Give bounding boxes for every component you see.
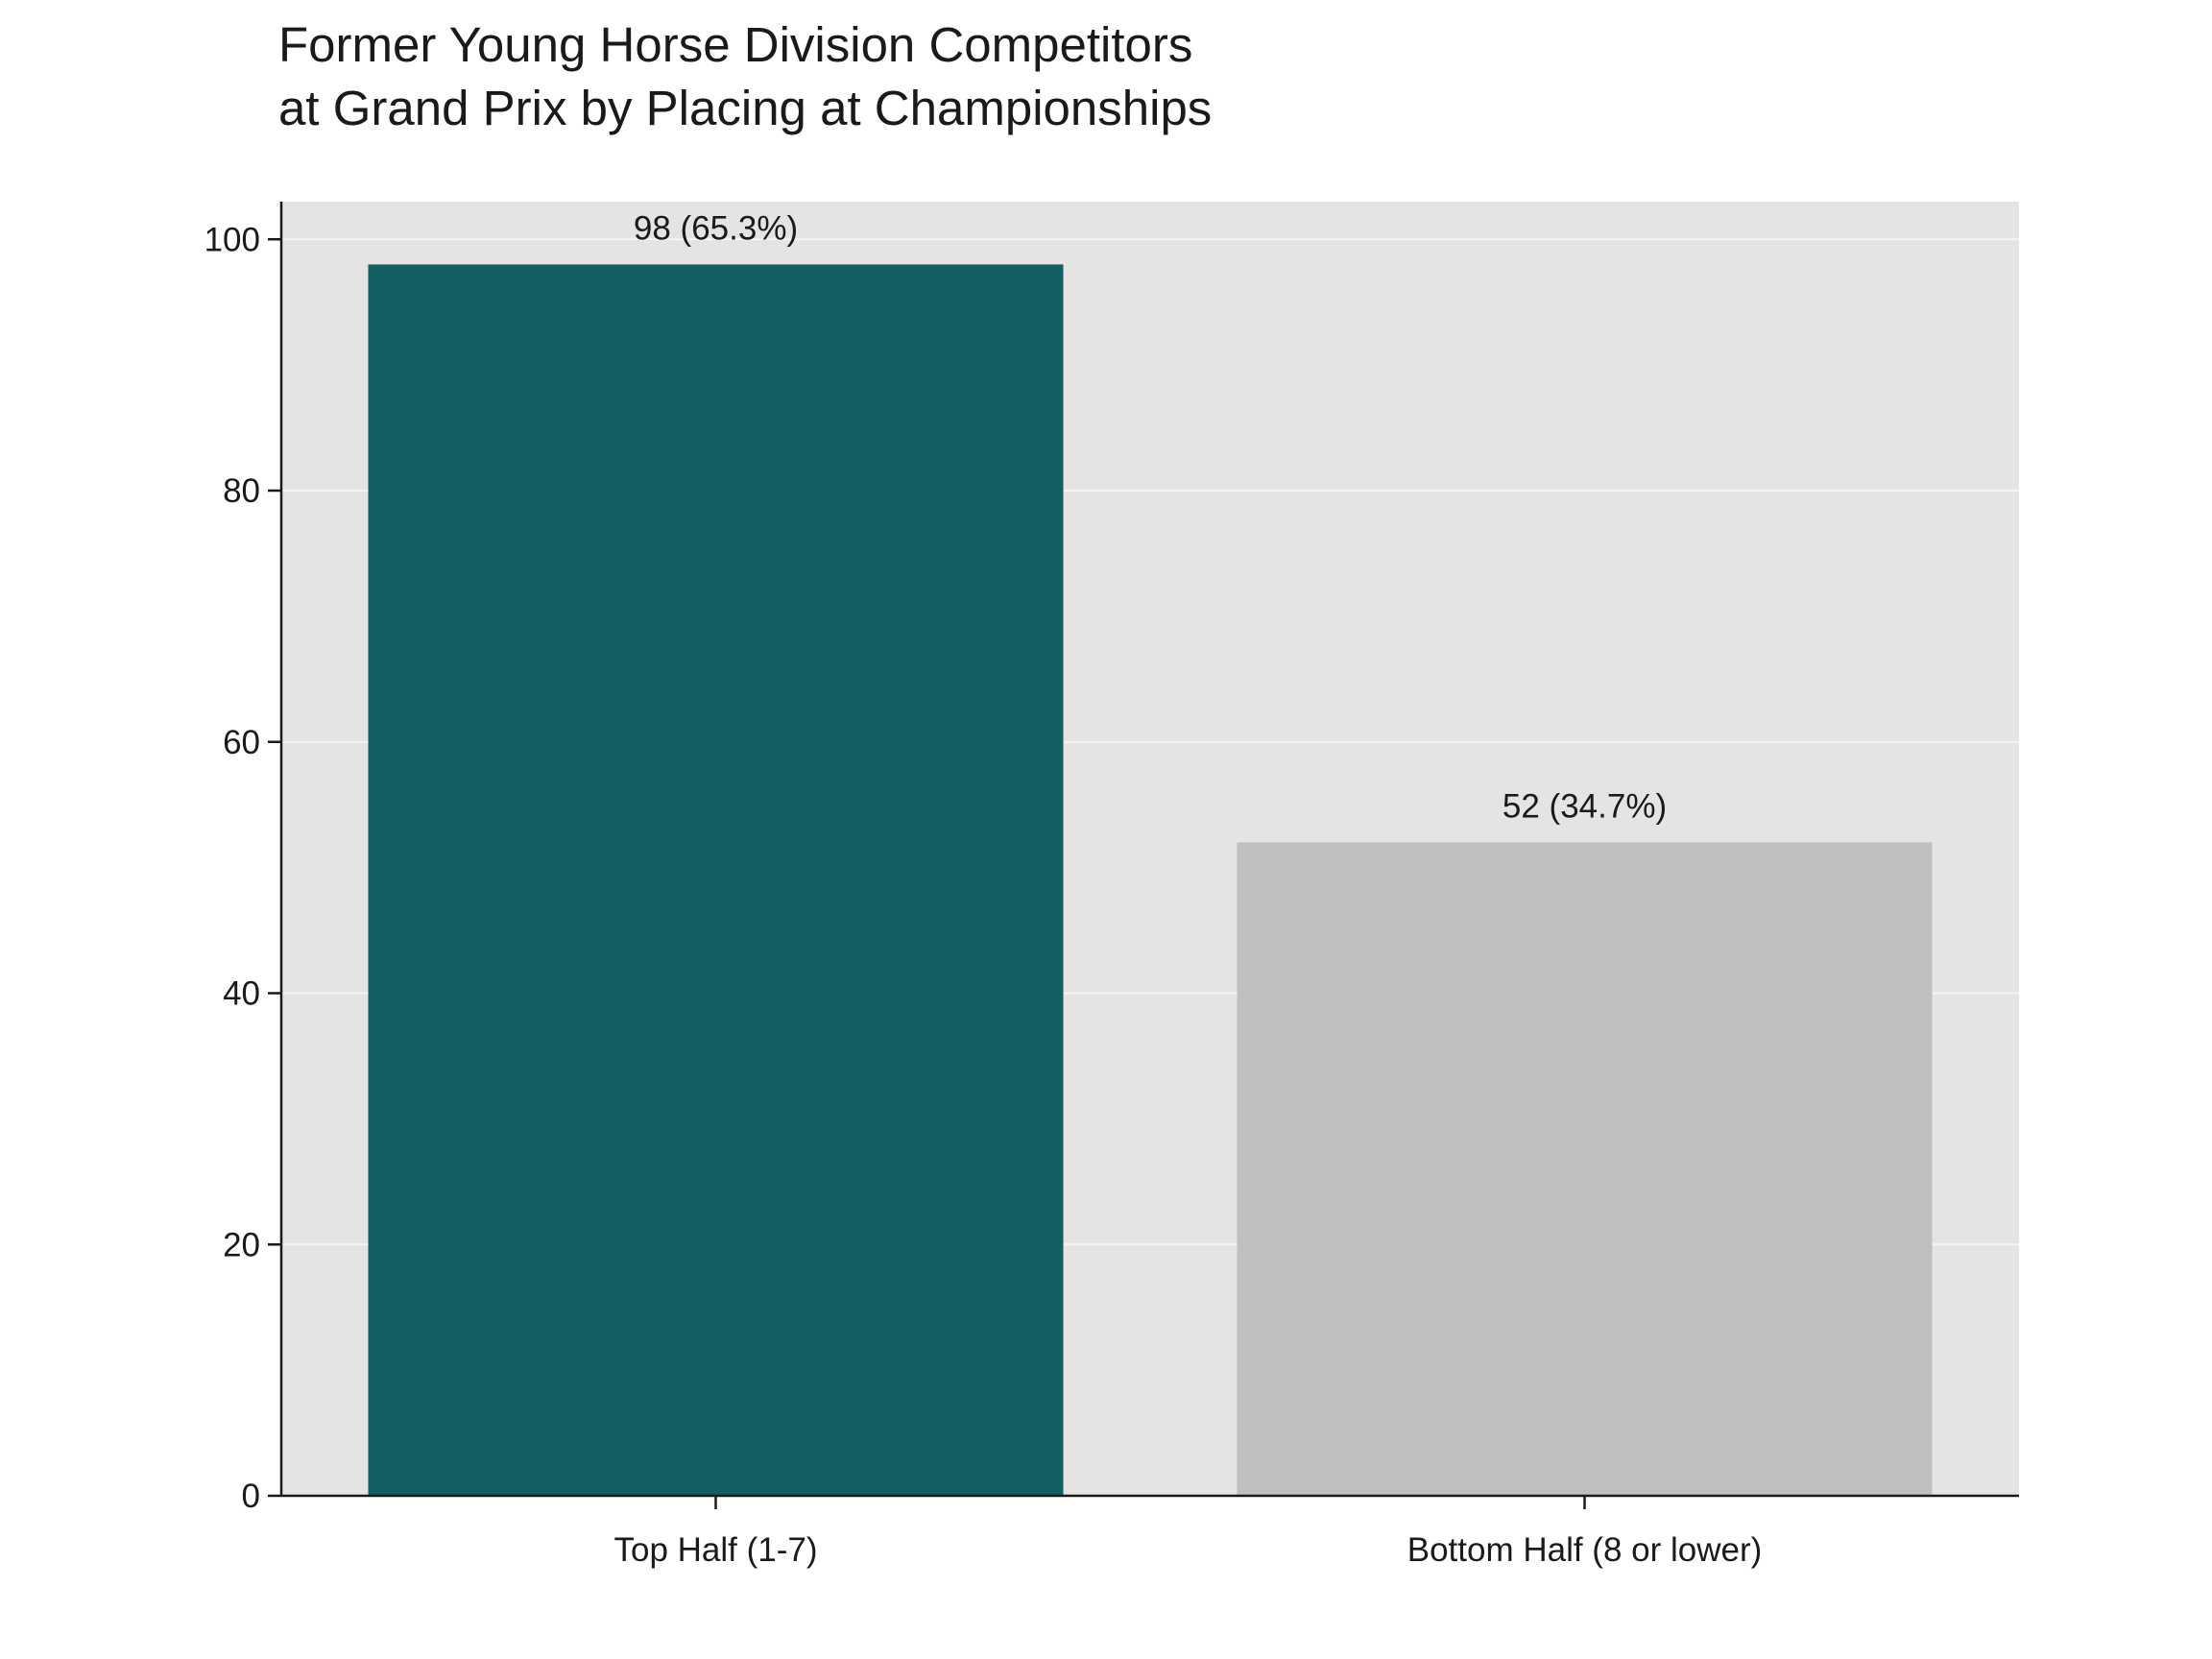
chart-title-line-2: at Grand Prix by Placing at Championship…: [278, 81, 1213, 135]
y-tick-label: 100: [204, 221, 260, 258]
data-labels: 98 (65.3%) 52 (34.7%): [634, 209, 1667, 825]
y-tick-label: 80: [223, 472, 260, 510]
chart-title: Former Young Horse Division Competitors …: [278, 13, 1212, 140]
x-tick-label: Bottom Half (8 or lower): [1407, 1531, 1763, 1569]
y-tick-label: 0: [242, 1478, 260, 1515]
x-tick-label: Top Half (1-7): [613, 1531, 817, 1569]
y-tick-label: 60: [223, 724, 260, 761]
y-tick-label: 20: [223, 1226, 260, 1263]
bars: [368, 264, 1933, 1496]
bar: [1237, 842, 1933, 1496]
bar-value-label: 98 (65.3%): [634, 209, 798, 247]
chart-title-line-1: Former Young Horse Division Competitors: [278, 17, 1193, 72]
axes: Top Half (1-7) Bottom Half (8 or lower) 0 2…: [204, 202, 2019, 1569]
bar-value-label: 52 (34.7%): [1503, 787, 1667, 825]
y-tick-label: 40: [223, 975, 260, 1013]
bar: [368, 264, 1064, 1496]
